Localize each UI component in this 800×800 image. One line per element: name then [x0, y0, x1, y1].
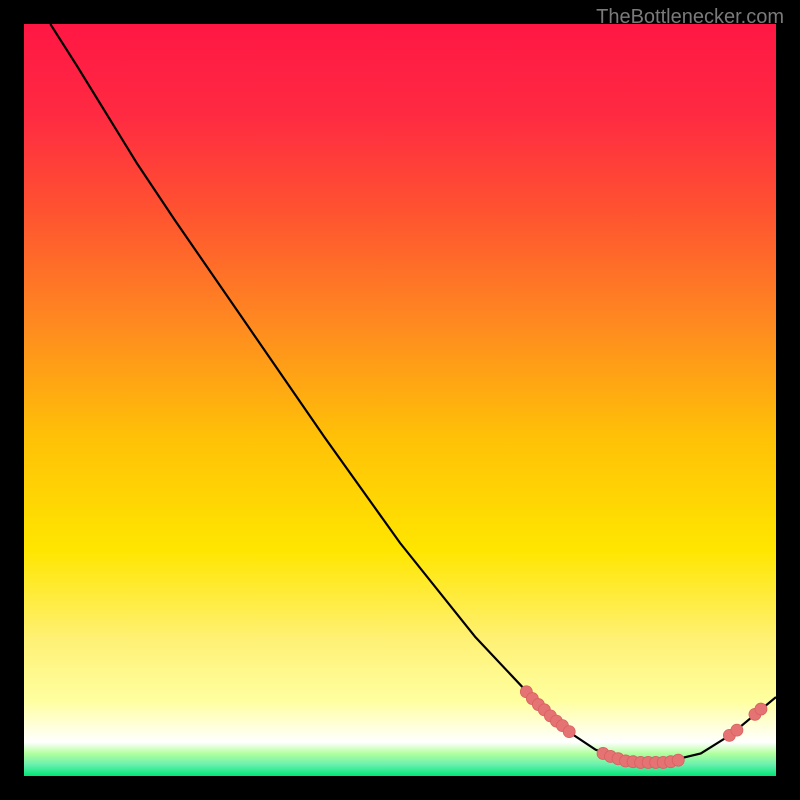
plot-area: [24, 24, 776, 776]
gradient-background: [24, 24, 776, 776]
data-marker: [731, 724, 743, 736]
data-marker: [672, 754, 684, 766]
data-marker: [755, 703, 767, 715]
data-marker: [563, 726, 575, 738]
chart-container: TheBottlenecker.com: [0, 0, 800, 800]
plot-svg: [24, 24, 776, 776]
watermark-text: TheBottlenecker.com: [596, 6, 784, 29]
